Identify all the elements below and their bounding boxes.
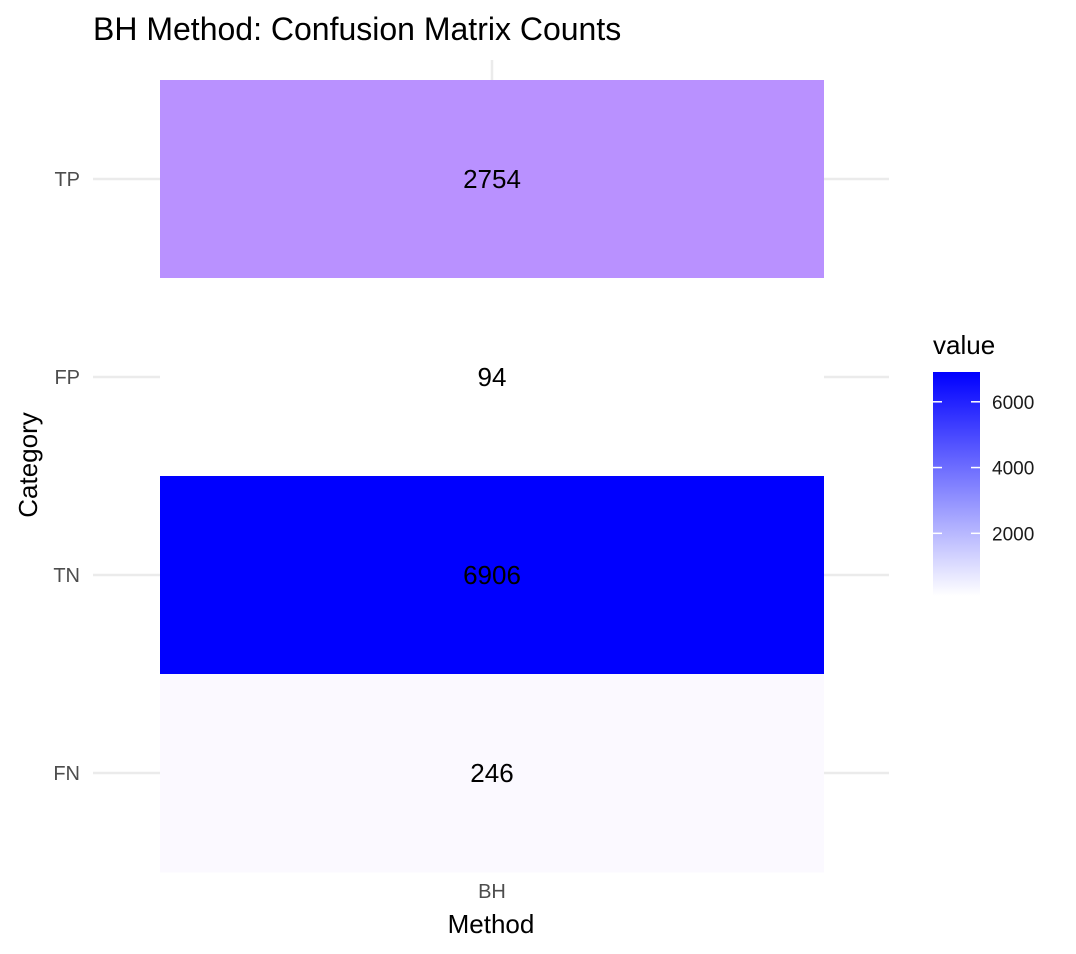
cell-label-tn: 6906 xyxy=(463,560,521,590)
legend-tick-label: 2000 xyxy=(992,524,1034,545)
heatmap-cell-tn xyxy=(160,476,824,675)
x-axis-title: Method xyxy=(448,909,535,939)
x-axis-ticks: BH xyxy=(478,881,506,903)
legend-title: value xyxy=(933,330,995,360)
heatmap-cell-tp xyxy=(160,80,824,279)
heatmap-cell-fp xyxy=(160,278,824,477)
y-tick-label-fp: FP xyxy=(54,367,80,389)
heatmap-cell-fn xyxy=(160,674,824,873)
cell-label-fn: 246 xyxy=(470,758,513,788)
x-tick-label-bh: BH xyxy=(478,881,506,903)
y-axis-ticks: TP FP TN FN xyxy=(53,169,80,785)
chart-title: BH Method: Confusion Matrix Counts xyxy=(93,11,621,47)
cell-label-tp: 2754 xyxy=(463,164,521,194)
legend-colorbar xyxy=(933,372,980,596)
heatmap-cells: 2754 94 6906 246 xyxy=(160,80,824,873)
legend-tick-label: 6000 xyxy=(992,393,1034,414)
y-axis-title: Category xyxy=(13,412,43,518)
legend-tick-label: 4000 xyxy=(992,459,1034,480)
y-tick-label-fn: FN xyxy=(53,763,80,785)
y-tick-label-tp: TP xyxy=(54,169,80,191)
legend-ticks: 2000 4000 6000 xyxy=(933,393,1034,545)
y-tick-label-tn: TN xyxy=(53,565,80,587)
color-legend: value 2000 4000 6000 xyxy=(933,330,1034,596)
cell-label-fp: 94 xyxy=(478,362,507,392)
